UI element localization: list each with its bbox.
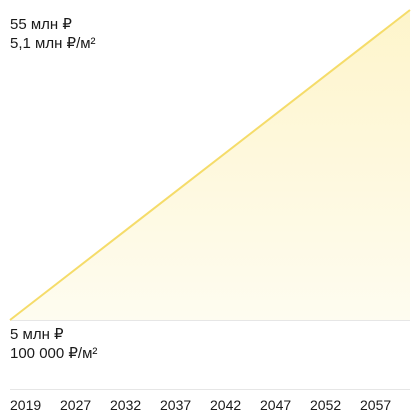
min-value-labels: 5 млн ₽ 100 000 ₽/м² — [10, 325, 97, 363]
x-tick-label-2027: 2027 — [60, 397, 91, 413]
x-tick-label-2042: 2042 — [210, 397, 241, 413]
x-tick-label-2052: 2052 — [310, 397, 341, 413]
min-price-label: 5 млн ₽ — [10, 325, 97, 344]
x-tick-label-2047: 2047 — [260, 397, 291, 413]
x-tick-label-2037: 2037 — [160, 397, 191, 413]
max-price-per-sqm-label: 5,1 млн ₽/м² — [10, 34, 96, 53]
x-tick-label-2032: 2032 — [110, 397, 141, 413]
max-value-labels: 55 млн ₽ 5,1 млн ₽/м² — [10, 15, 96, 53]
min-price-per-sqm-label: 100 000 ₽/м² — [10, 344, 97, 363]
x-tick-label-2057: 2057 — [360, 397, 391, 413]
x-tick-label-2019: 2019 — [10, 397, 41, 413]
max-price-label: 55 млн ₽ — [10, 15, 96, 34]
